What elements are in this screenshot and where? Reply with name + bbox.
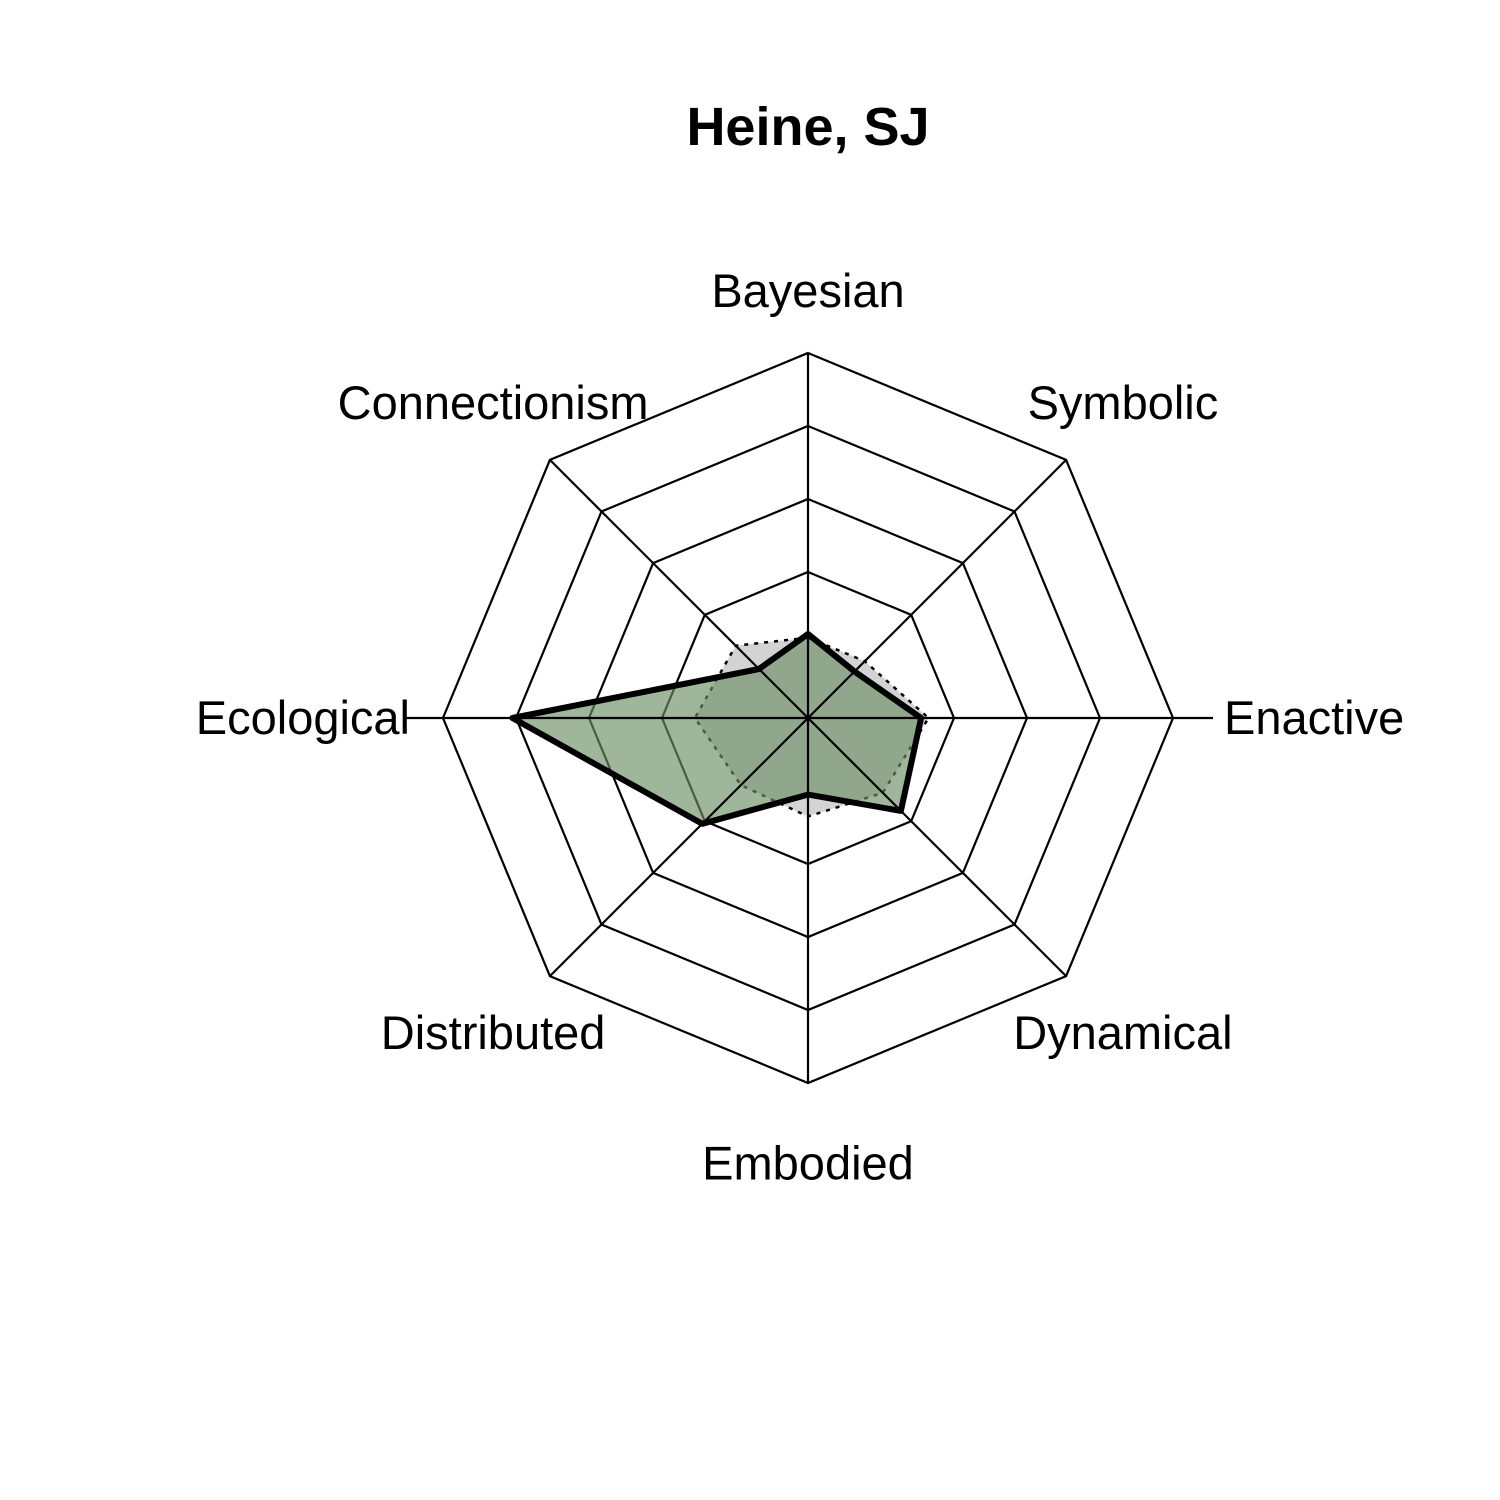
axis-spoke-dynamical [807, 717, 1067, 977]
axis-label-dynamical: Dynamical [1013, 1006, 1232, 1059]
axis-label-connectionism: Connectionism [338, 376, 649, 429]
axis-label-distributed: Distributed [381, 1006, 606, 1059]
axis-spoke-connectionism [549, 459, 809, 719]
axis-label-bayesian: Bayesian [711, 264, 904, 317]
chart-title: Heine, SJ [686, 97, 929, 157]
axis-spoke-symbolic [807, 459, 1067, 719]
axis-label-embodied: Embodied [702, 1136, 914, 1189]
axis-spoke-distributed [549, 717, 809, 977]
axis-label-ecological: Ecological [196, 691, 410, 744]
axis-label-symbolic: Symbolic [1028, 376, 1219, 429]
axis-label-enactive: Enactive [1224, 691, 1404, 744]
